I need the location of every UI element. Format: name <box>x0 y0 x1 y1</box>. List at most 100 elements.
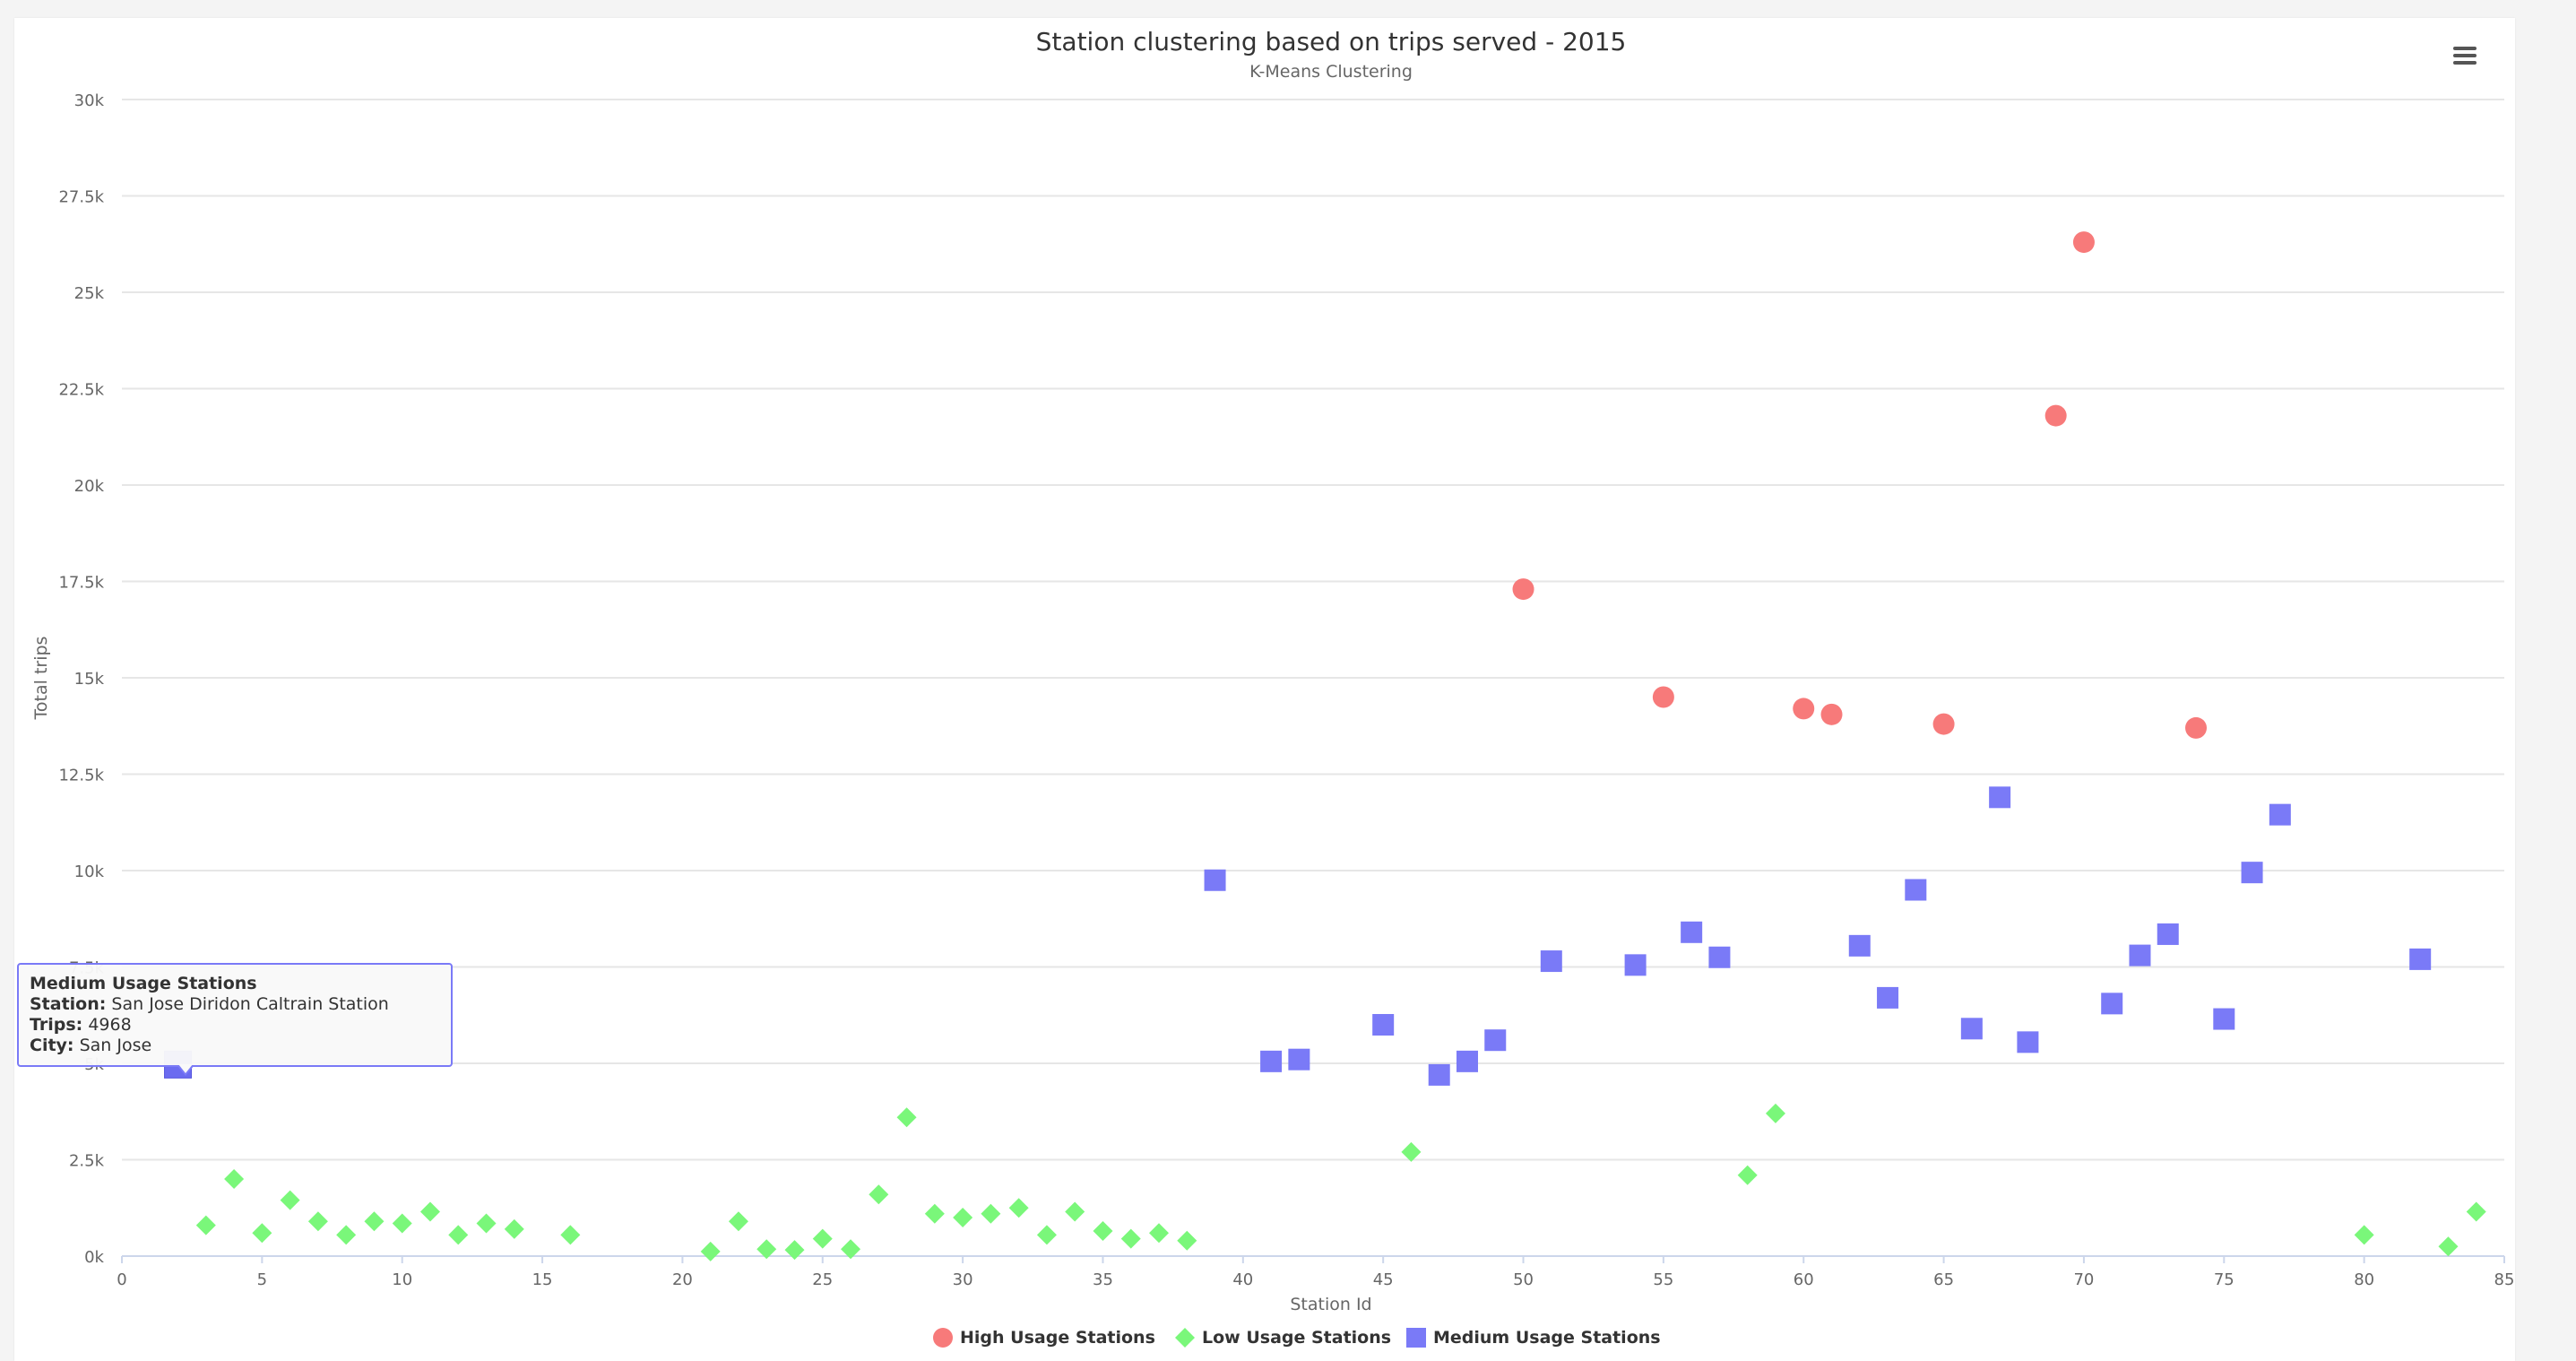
y-tick-label: 20k <box>74 477 105 496</box>
data-point <box>2129 944 2151 967</box>
data-point <box>336 1225 357 1245</box>
x-tick-label: 80 <box>2354 1270 2374 1289</box>
legend-item[interactable]: Low Usage Stations <box>1175 1328 1391 1348</box>
data-point <box>1989 786 2011 809</box>
x-tick-label: 60 <box>1794 1270 1814 1289</box>
tooltip-series-name: Medium Usage Stations <box>30 974 257 993</box>
x-tick-label: 70 <box>2073 1270 2094 1289</box>
x-tick-label: 10 <box>392 1270 412 1289</box>
data-point <box>448 1225 469 1245</box>
data-point <box>2354 1225 2374 1245</box>
point-tooltip: Medium Usage Stations Station: San Jose … <box>17 963 453 1076</box>
data-point <box>700 1241 721 1261</box>
data-point <box>1204 869 1226 891</box>
x-tick-label: 5 <box>257 1270 267 1289</box>
data-point <box>364 1211 385 1232</box>
x-tick-label: 40 <box>1232 1270 1253 1289</box>
legend-item[interactable]: Medium Usage Stations <box>1406 1328 1661 1348</box>
data-point <box>280 1190 300 1210</box>
y-tick-label: 30k <box>74 91 105 110</box>
data-point <box>1737 1165 1758 1185</box>
x-tick-label: 15 <box>532 1270 553 1289</box>
data-point <box>476 1213 497 1234</box>
chart-title: Station clustering based on trips served… <box>1036 27 1627 56</box>
data-point <box>2072 231 2095 254</box>
data-point <box>869 1184 889 1205</box>
legend-label: Low Usage Stations <box>1202 1328 1391 1348</box>
data-point <box>2101 993 2123 1015</box>
data-point <box>1708 946 1731 968</box>
x-tick-label: 50 <box>1513 1270 1534 1289</box>
data-point <box>2409 948 2432 970</box>
data-point <box>1624 954 1647 976</box>
data-point <box>2269 803 2291 826</box>
tooltip-city-line: City: San Jose <box>30 1036 440 1056</box>
data-point <box>981 1203 1001 1224</box>
data-point <box>1960 1018 1983 1040</box>
data-point <box>1765 1103 1785 1123</box>
scatter-chart: Station clustering based on trips served… <box>31 27 2515 1348</box>
data-point <box>1848 934 1871 957</box>
data-point <box>2044 404 2067 427</box>
x-tick-label: 35 <box>1093 1270 1113 1289</box>
x-tick-label: 85 <box>2494 1270 2515 1289</box>
data-point <box>1428 1063 1450 1086</box>
x-tick-label: 30 <box>953 1270 973 1289</box>
data-point <box>1401 1141 1422 1162</box>
tooltip-city-label: City: <box>30 1036 74 1055</box>
legend-label: High Usage Stations <box>960 1328 1155 1348</box>
y-tick-label: 25k <box>74 284 105 303</box>
x-tick-label: 75 <box>2214 1270 2235 1289</box>
data-point <box>1065 1201 1085 1222</box>
tooltip-trips-value: 4968 <box>88 1015 132 1035</box>
tooltip-arrow-inner <box>178 1064 193 1073</box>
data-point <box>1260 1050 1283 1072</box>
data-point <box>841 1239 861 1260</box>
data-point <box>1149 1223 1170 1244</box>
data-point <box>784 1240 805 1261</box>
data-point <box>1456 1050 1478 1072</box>
data-point <box>1177 1230 1197 1251</box>
y-tick-label: 22.5k <box>58 381 104 400</box>
tooltip-city-value: San Jose <box>79 1036 152 1055</box>
y-tick-label: 27.5k <box>58 188 104 207</box>
data-point <box>1288 1048 1310 1071</box>
hamburger-menu-icon[interactable] <box>2447 36 2483 72</box>
data-point <box>1905 879 1927 901</box>
data-point <box>812 1228 833 1249</box>
legend-item[interactable]: High Usage Stations <box>933 1328 1155 1348</box>
y-tick-label: 12.5k <box>58 767 104 785</box>
data-point <box>2241 862 2263 884</box>
tooltip-station-value: San Jose Diridon Caltrain Station <box>111 994 389 1014</box>
data-point <box>1008 1198 1029 1218</box>
data-point <box>1652 686 1674 708</box>
data-point <box>1793 698 1815 720</box>
data-point <box>953 1208 973 1227</box>
x-tick-label: 0 <box>117 1270 126 1289</box>
data-point <box>1036 1225 1057 1245</box>
y-tick-label: 10k <box>74 863 105 881</box>
data-point <box>1093 1221 1113 1242</box>
data-point <box>252 1223 272 1244</box>
data-point <box>1484 1029 1507 1052</box>
data-point <box>1932 713 1955 735</box>
y-axis-title: Total trips <box>31 637 51 721</box>
data-point <box>195 1215 216 1235</box>
tooltip-trips-label: Trips: <box>30 1015 83 1035</box>
data-point <box>504 1218 524 1239</box>
chart-container: Station clustering based on trips served… <box>14 18 2515 1361</box>
data-point <box>560 1225 581 1245</box>
x-tick-label: 25 <box>812 1270 833 1289</box>
data-point <box>2438 1236 2459 1257</box>
y-tick-label: 17.5k <box>58 574 104 593</box>
y-tick-label: 15k <box>74 670 105 689</box>
legend-label: Medium Usage Stations <box>1433 1328 1661 1348</box>
data-point <box>2466 1201 2486 1222</box>
data-point <box>756 1239 777 1260</box>
data-point <box>1512 578 1534 601</box>
x-tick-label: 20 <box>672 1270 693 1289</box>
data-point <box>896 1107 917 1128</box>
data-point <box>419 1201 440 1222</box>
data-point <box>1540 950 1562 973</box>
data-point <box>2157 923 2179 945</box>
